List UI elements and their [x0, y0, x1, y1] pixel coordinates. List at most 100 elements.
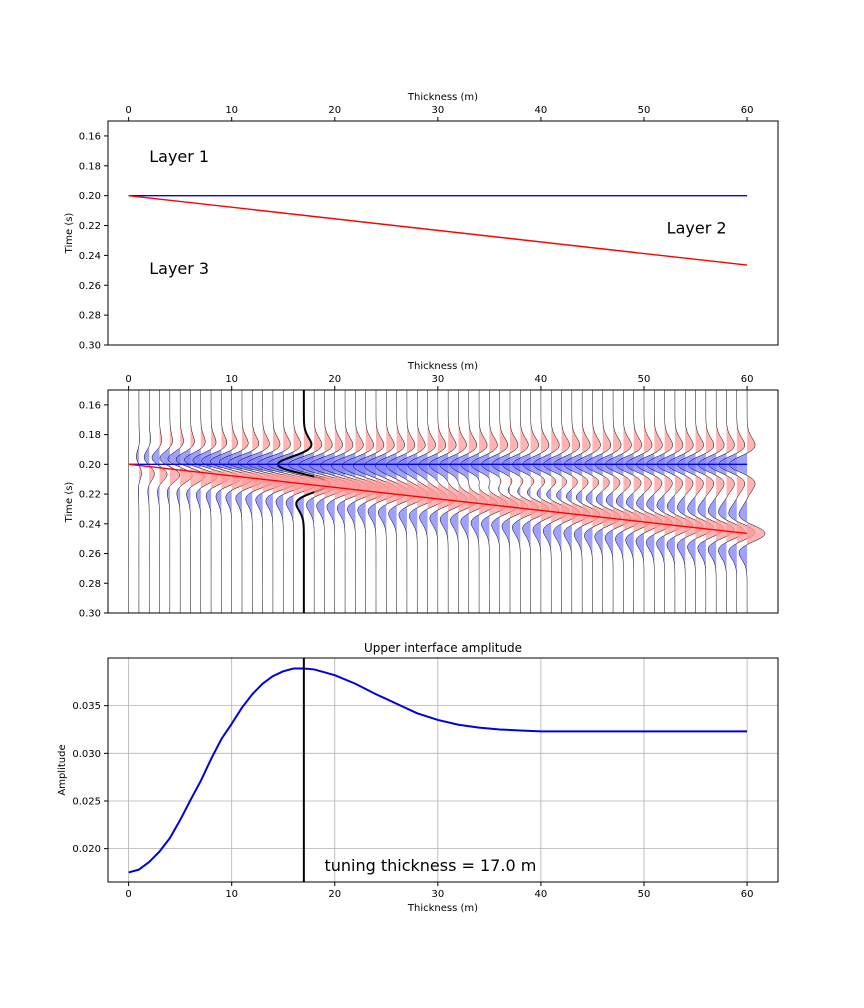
- trace-positive-fill: [520, 390, 539, 613]
- trace-negative-fill: [353, 390, 376, 613]
- wiggle-trace: [375, 390, 419, 613]
- trace-positive-fill: [726, 390, 745, 613]
- trace-negative-fill: [144, 390, 150, 613]
- synthetic-y-tick-label: 0.16: [79, 400, 101, 411]
- model-y-tick-label: 0.16: [79, 131, 101, 142]
- model-x-tick-label: 0: [125, 105, 131, 116]
- trace-positive-fill: [571, 390, 590, 613]
- wiggle-trace: [151, 390, 168, 613]
- synthetic-x-axis-label: Thickness (m): [407, 361, 478, 372]
- amplitude-panel: 0 10 20 30 40 50 60 0.020 0.025 0.030 0.035 Upper …: [57, 641, 779, 914]
- wiggle-trace: [267, 390, 320, 613]
- layer-3-label: Layer 3: [149, 259, 209, 278]
- wiggle-trace: [728, 390, 766, 613]
- trace-negative-fill: [729, 390, 748, 613]
- layer-2-label: Layer 2: [667, 219, 727, 238]
- trace-positive-fill: [633, 390, 652, 613]
- synthetic-y-tick-label: 0.30: [79, 609, 101, 620]
- synthetic-x-tick-label: 60: [741, 374, 754, 385]
- synthetic-x-tick-label: 0: [125, 374, 131, 385]
- trace-positive-fill: [510, 390, 529, 613]
- amplitude-y-tick-label: 0.025: [72, 796, 101, 807]
- wiggle-trace: [708, 390, 745, 613]
- trace-positive-fill: [561, 390, 580, 613]
- trace-negative-fill: [605, 390, 624, 613]
- wiggle-trace: [257, 390, 310, 613]
- wiggle-trace: [201, 390, 242, 613]
- wiggle-trace: [209, 390, 254, 613]
- trace-positive-fill: [602, 390, 621, 613]
- synthetic-panel-frame: [107, 389, 779, 614]
- trace-positive-fill: [386, 390, 409, 613]
- trace-negative-fill: [257, 390, 284, 613]
- amplitude-x-tick-label: 20: [328, 889, 341, 900]
- synthetic-x-tick-label: 50: [638, 374, 651, 385]
- tuning-thickness-annotation: tuning thickness = 17.0 m: [324, 856, 536, 875]
- trace-positive-fill: [499, 390, 518, 613]
- trace-positive-fill: [747, 390, 765, 613]
- model-panel-frame: [107, 120, 779, 346]
- wiggle-trace: [512, 390, 549, 613]
- model-y-tick-label: 0.22: [79, 221, 101, 232]
- trace-negative-fill: [553, 390, 572, 613]
- wiggle-trace: [594, 390, 632, 613]
- wiggle-trace: [353, 390, 399, 613]
- trace-negative-fill: [708, 390, 727, 613]
- wiggle-trace: [247, 390, 299, 613]
- wiggle-trace: [175, 390, 206, 613]
- trace-positive-fill: [540, 390, 559, 613]
- synthetic-x-tick-label: 40: [535, 374, 548, 385]
- trace-negative-fill: [656, 390, 675, 613]
- amplitude-x-tick-label: 50: [638, 889, 651, 900]
- amplitude-x-tick-label: 10: [225, 889, 238, 900]
- wiggle-trace: [687, 390, 725, 613]
- trace-positive-fill: [736, 390, 755, 613]
- trace-positive-fill: [716, 390, 735, 613]
- trace-positive-fill: [613, 390, 631, 613]
- trace-positive-fill: [674, 390, 693, 613]
- model-x-tick-label: 50: [638, 105, 651, 116]
- trace-positive-fill: [437, 390, 458, 613]
- model-y-tick-label: 0.30: [79, 341, 101, 352]
- trace-negative-fill: [698, 390, 717, 613]
- amplitude-y-tick-label: 0.030: [72, 749, 101, 760]
- layer-1-label: Layer 1: [149, 147, 209, 166]
- trace-negative-fill: [625, 390, 644, 613]
- lower-interface-line: [128, 463, 748, 535]
- trace-positive-fill: [685, 390, 704, 613]
- synthetic-panel: 0 10 20 30 40 50 60 0.16 0.18 0.20 0.22 0.24 0.26 0.2…: [64, 361, 779, 620]
- trace-positive-fill: [623, 390, 642, 613]
- model-y-tick-label: 0.28: [79, 311, 101, 322]
- wiggle-trace: [143, 390, 155, 613]
- wiggle-trace: [615, 390, 652, 613]
- synthetic-y-tick-label: 0.18: [79, 430, 101, 441]
- wiggle-trace: [331, 390, 380, 613]
- model-x-tick-label: 20: [328, 105, 341, 116]
- trace-negative-fill: [159, 390, 170, 613]
- trace-negative-fill: [277, 390, 304, 613]
- trace-negative-fill: [228, 390, 253, 613]
- trace-negative-fill: [192, 390, 212, 613]
- trace-positive-fill: [468, 390, 488, 613]
- model-x-tick-label: 10: [225, 105, 238, 116]
- wiggle-trace: [298, 390, 351, 613]
- trace-negative-fill: [615, 390, 634, 613]
- wiggle-trace: [553, 390, 591, 613]
- model-y-axis-label: Time (s): [64, 213, 75, 255]
- wiggle-trace: [320, 390, 370, 613]
- trace-negative-fill: [184, 390, 201, 613]
- trace-positive-fill: [396, 390, 418, 613]
- trace-positive-fill: [334, 390, 360, 613]
- model-y-tick-label: 0.20: [79, 191, 101, 202]
- trace-negative-fill: [718, 390, 737, 613]
- wiggle-trace: [605, 390, 642, 613]
- trace-negative-fill: [564, 390, 583, 613]
- trace-positive-fill: [345, 390, 370, 613]
- amplitude-chart-title: Upper interface amplitude: [364, 641, 522, 655]
- trace-positive-fill: [705, 390, 724, 613]
- wiggle-trace: [563, 390, 601, 613]
- trace-positive-fill: [654, 390, 673, 613]
- trace-positive-fill: [582, 390, 601, 613]
- model-y-tick-label: 0.24: [79, 251, 101, 262]
- wiggle-trace: [136, 390, 142, 613]
